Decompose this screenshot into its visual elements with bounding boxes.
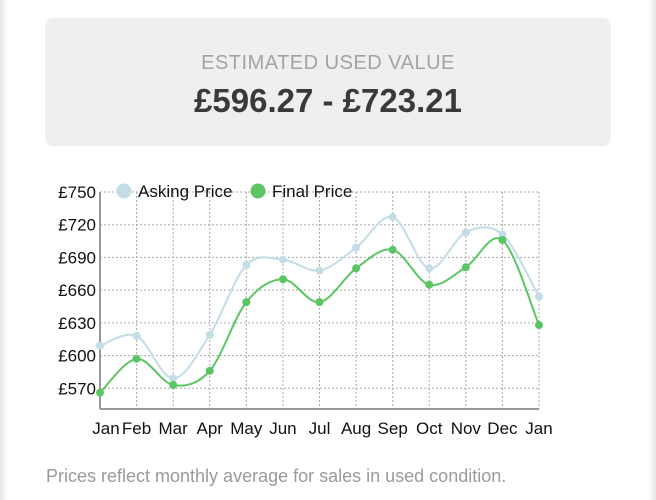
data-point-final [205, 366, 214, 375]
data-point-final [132, 354, 141, 363]
data-point-final [242, 298, 251, 307]
data-point-asking [388, 213, 397, 222]
y-tick-label: £600 [58, 347, 96, 366]
data-point-final [278, 275, 287, 284]
x-tick-label: Mar [159, 419, 189, 438]
data-point-asking [278, 255, 287, 264]
legend-label: Asking Price [138, 182, 232, 201]
data-point-final [425, 280, 434, 289]
data-point-final [352, 264, 361, 273]
data-point-asking [315, 266, 324, 275]
legend-label: Final Price [272, 182, 352, 201]
legend-marker-asking [116, 183, 132, 199]
estimated-value-label: ESTIMATED USED VALUE [201, 52, 455, 74]
screen-edge-left [0, 0, 8, 500]
data-point-asking [535, 292, 543, 301]
x-tick-label: Jul [309, 419, 331, 438]
y-tick-label: £660 [58, 281, 96, 300]
estimated-value-card: ESTIMATED USED VALUE £596.27 - £723.21 [45, 18, 611, 146]
x-tick-label: Dec [487, 419, 518, 438]
data-point-asking [96, 341, 104, 350]
y-tick-label: £570 [58, 379, 96, 398]
data-point-asking [425, 264, 434, 273]
y-tick-label: £630 [58, 314, 96, 333]
data-point-final [169, 381, 178, 390]
y-tick-label: £750 [58, 183, 96, 202]
x-tick-label: May [230, 419, 263, 438]
data-point-asking [461, 228, 470, 237]
legend-marker-final [250, 183, 266, 199]
x-tick-label: Aug [341, 419, 371, 438]
data-point-final [96, 388, 104, 397]
x-tick-label: Jan [525, 419, 552, 438]
data-point-final [388, 245, 397, 254]
footer-note: Prices reflect monthly average for sales… [46, 466, 507, 486]
estimated-value-range: £596.27 - £723.21 [194, 82, 462, 119]
x-tick-label: Sep [378, 419, 408, 438]
data-point-asking [352, 243, 361, 252]
data-point-asking [132, 331, 141, 340]
data-point-final [315, 298, 324, 307]
screen-edge-right [648, 0, 656, 500]
x-tick-label: Apr [197, 419, 224, 438]
x-tick-label: Oct [416, 419, 443, 438]
data-point-final [498, 235, 507, 244]
y-tick-label: £720 [58, 216, 96, 235]
x-tick-label: Jun [269, 419, 296, 438]
data-point-asking [205, 330, 214, 339]
y-tick-label: £690 [58, 248, 96, 267]
data-point-final [535, 321, 543, 330]
x-tick-label: Feb [122, 419, 151, 438]
x-tick-label: Nov [451, 419, 482, 438]
data-point-asking [242, 261, 251, 270]
data-point-asking [169, 374, 178, 383]
data-point-final [461, 263, 470, 272]
x-tick-label: Jan [92, 419, 119, 438]
